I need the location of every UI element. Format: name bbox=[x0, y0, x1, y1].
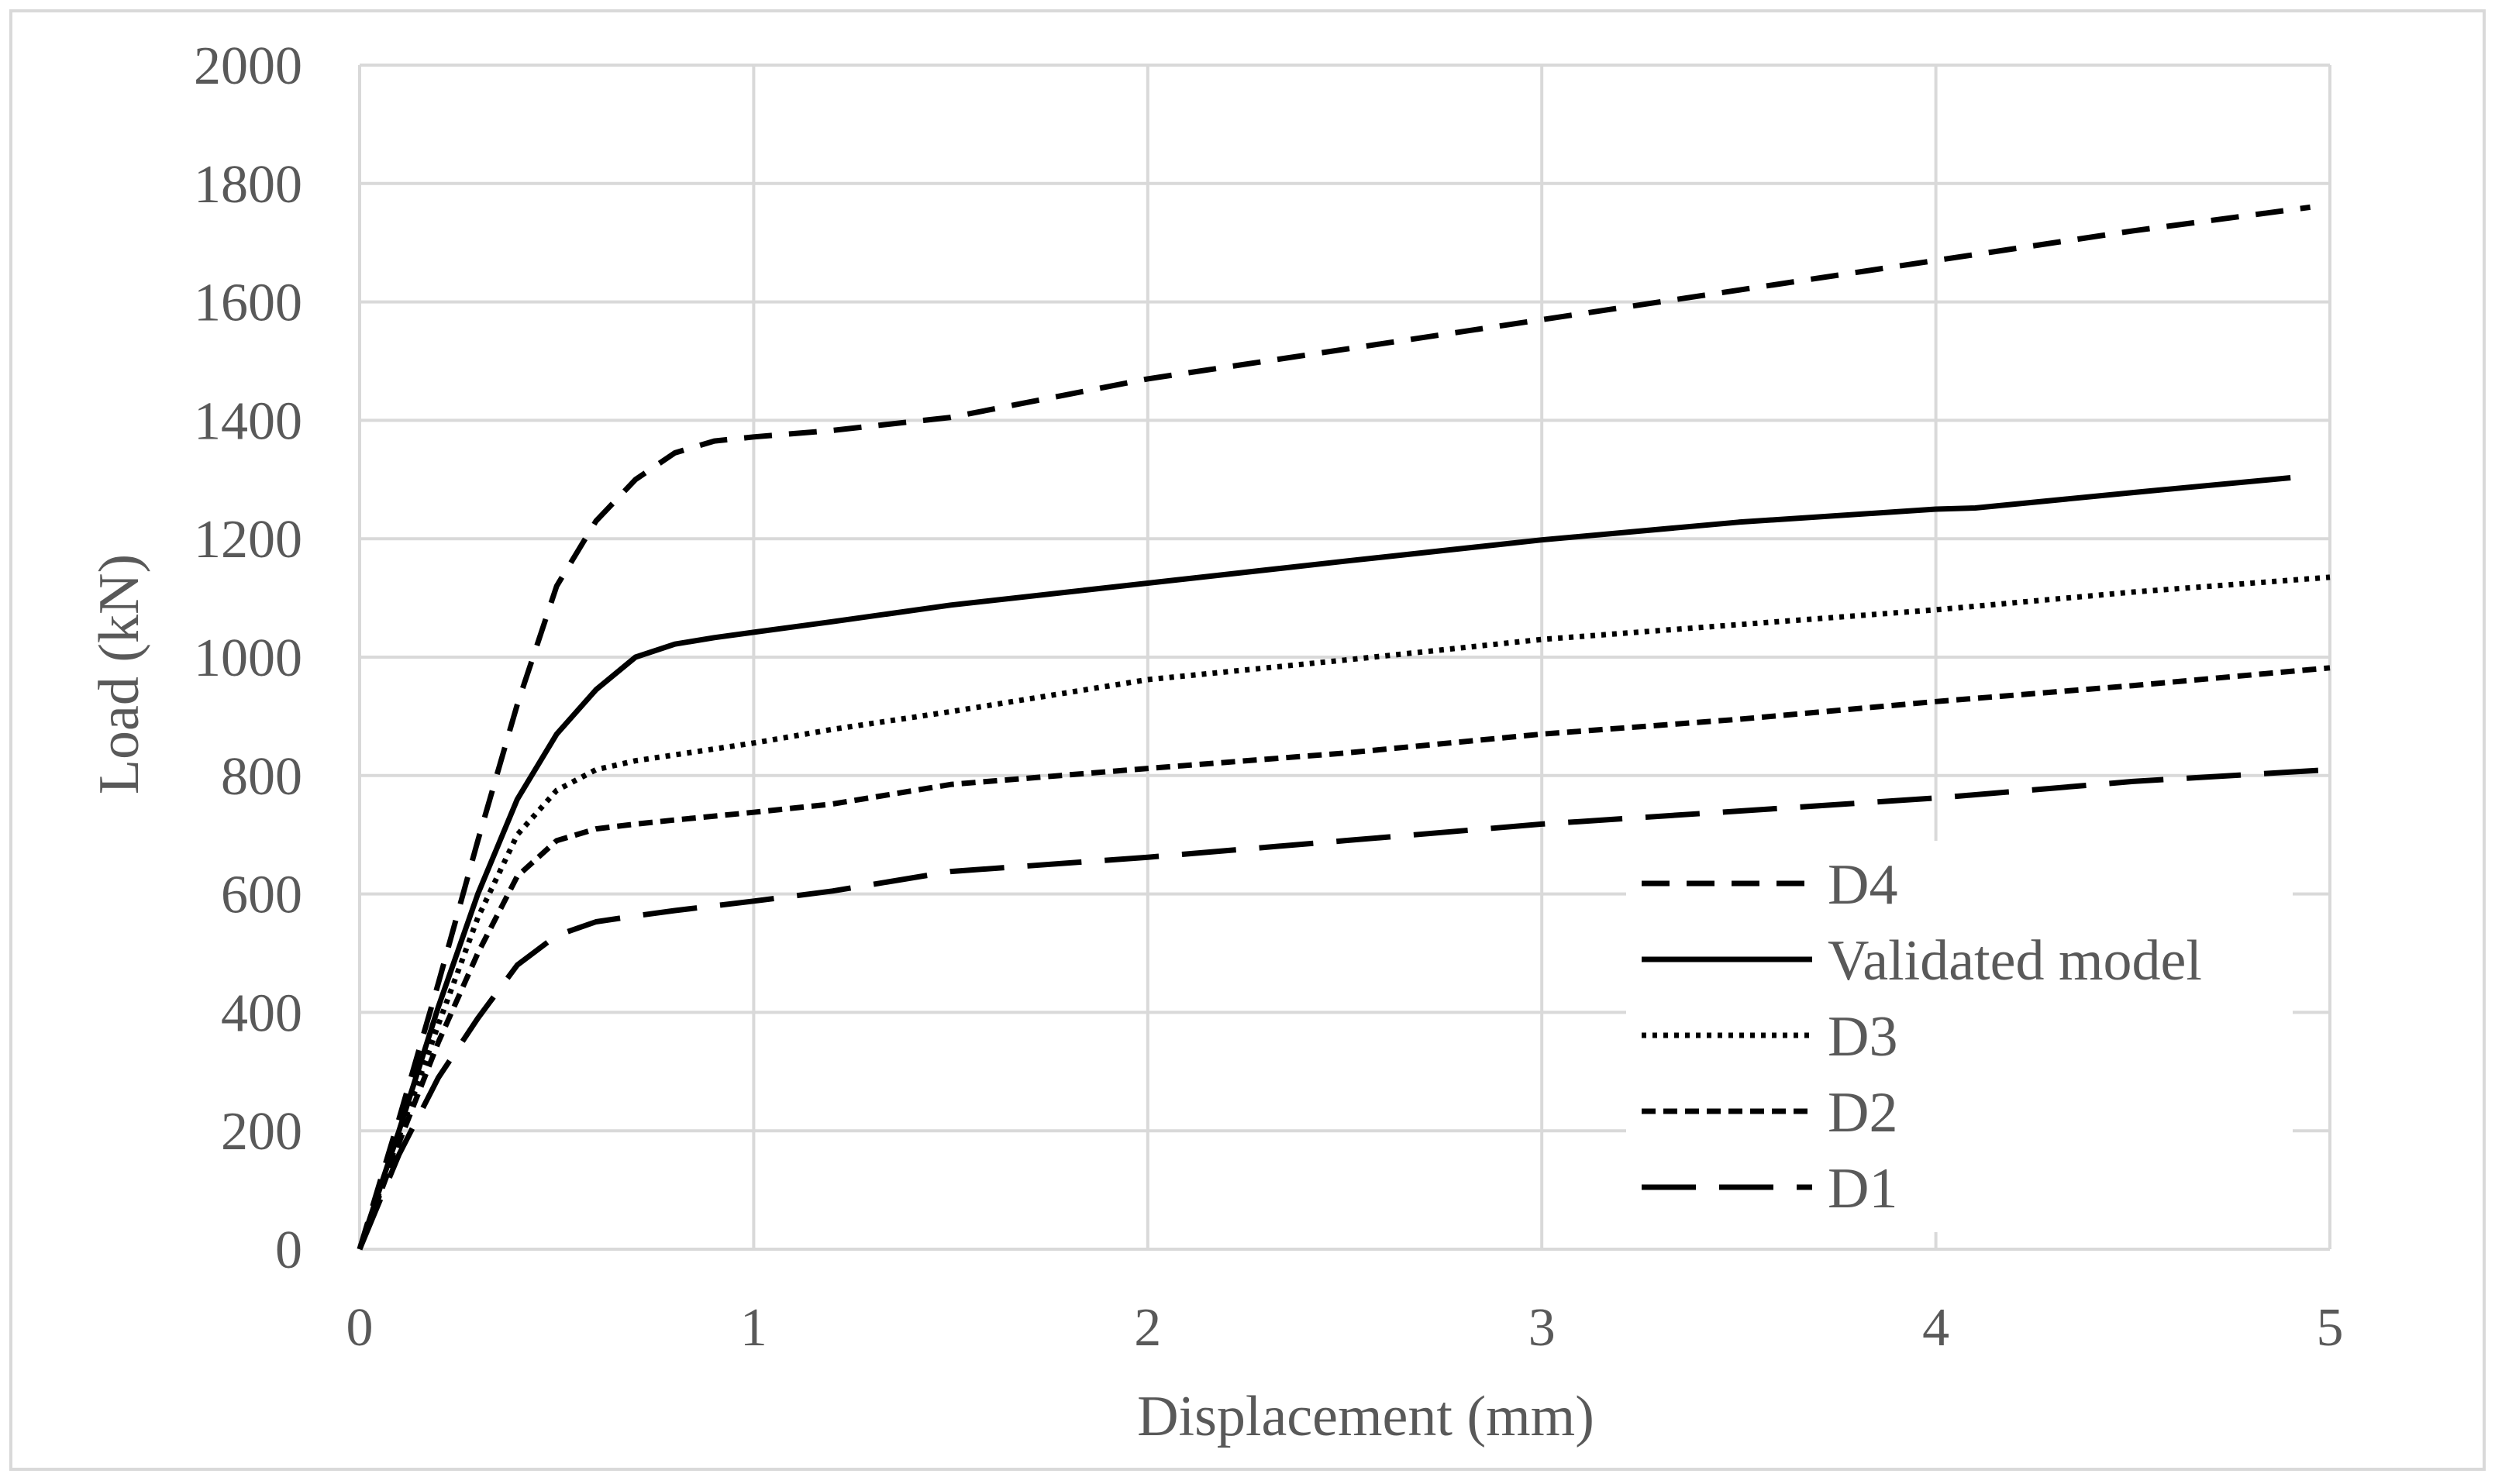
y-tick-label: 800 bbox=[221, 747, 302, 807]
y-tick-label: 2000 bbox=[194, 36, 302, 96]
legend: D4 Validated model D3 D2 D1 bbox=[1626, 841, 2293, 1232]
y-tick-label: 1400 bbox=[194, 391, 302, 451]
series-line-validated-model bbox=[357, 475, 2291, 1251]
legend-background bbox=[1626, 841, 2293, 1232]
x-tick-label: 0 bbox=[346, 1298, 374, 1358]
y-tick-label: 1200 bbox=[194, 510, 302, 570]
x-tick-label: 5 bbox=[2317, 1298, 2344, 1358]
x-tick-label: 2 bbox=[1134, 1298, 1161, 1358]
gridlines bbox=[358, 64, 2331, 1251]
legend-label: Validated model bbox=[1828, 929, 2202, 993]
legend-label: D3 bbox=[1828, 1005, 1897, 1069]
y-tick-label: 600 bbox=[221, 866, 302, 925]
legend-label: D2 bbox=[1828, 1081, 1897, 1145]
series-line-d1 bbox=[357, 766, 2331, 1251]
x-tick-label: 4 bbox=[1922, 1298, 1949, 1358]
y-axis-title: Load (kN) bbox=[88, 554, 151, 794]
legend-label: D4 bbox=[1828, 853, 1897, 917]
legend-label: D1 bbox=[1828, 1157, 1897, 1221]
x-tick-label: 1 bbox=[740, 1298, 767, 1358]
y-tick-label: 1600 bbox=[194, 274, 302, 333]
y-tick-label: 1800 bbox=[194, 155, 302, 215]
y-tick-label: 400 bbox=[221, 983, 302, 1043]
series-line-d2 bbox=[357, 665, 2331, 1251]
y-tick-label: 200 bbox=[221, 1102, 302, 1162]
series-lines bbox=[357, 204, 2331, 1251]
y-tick-label: 1000 bbox=[194, 628, 302, 688]
x-tick-label: 3 bbox=[1528, 1298, 1556, 1358]
x-axis-title: Displacement (mm) bbox=[1137, 1385, 1594, 1448]
y-tick-label: 0 bbox=[275, 1221, 302, 1280]
tick-labels: 0 200 400 600 800 1000 1200 1400 1600 1800 2000 0 1 2… bbox=[194, 36, 2344, 1358]
series-line-d3 bbox=[357, 574, 2331, 1251]
